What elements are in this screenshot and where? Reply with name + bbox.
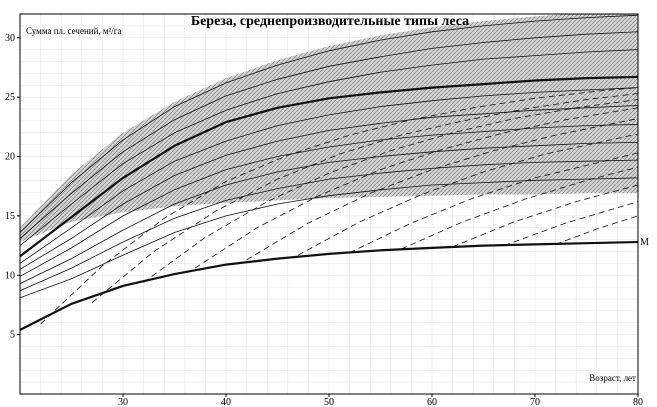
series-label-m: M bbox=[640, 237, 649, 248]
series-line-dashed-15 bbox=[246, 118, 638, 261]
series-line-thin-3 bbox=[20, 31, 638, 239]
x-tick-label: 30 bbox=[118, 397, 128, 407]
chart-title: Береза, среднепроизводительные типы леса bbox=[191, 14, 469, 29]
series-line-dashed-12 bbox=[91, 93, 638, 303]
y-tick-label: 5 bbox=[10, 330, 15, 341]
series-lines bbox=[20, 14, 638, 331]
shaded-band bbox=[20, 14, 638, 242]
series-line-dashed-20 bbox=[503, 201, 638, 246]
series-line-thin-5 bbox=[20, 87, 638, 264]
x-axis-label: Возраст, лет bbox=[589, 373, 636, 383]
x-tick-label: 70 bbox=[530, 397, 540, 407]
series-line-m bbox=[20, 240, 638, 331]
series-line-dashed-17 bbox=[349, 152, 638, 254]
y-tick-label: 30 bbox=[5, 33, 15, 44]
y-tick-label: 10 bbox=[5, 270, 15, 281]
series-line-dashed-13 bbox=[143, 99, 638, 283]
x-tick-label: 40 bbox=[221, 397, 231, 407]
series-line-thin-8 bbox=[20, 141, 638, 284]
series-line-thin-10 bbox=[20, 177, 638, 299]
shaded-band-area bbox=[20, 14, 638, 242]
y-tick-label: 20 bbox=[5, 152, 15, 163]
series-line-dashed-18 bbox=[400, 166, 638, 250]
series-line-bold-1 bbox=[20, 75, 638, 258]
series-line-dashed-19 bbox=[452, 184, 638, 248]
y-tick-label: 25 bbox=[5, 92, 15, 103]
series-line-dashed-21 bbox=[555, 215, 638, 245]
series-line-thin-2 bbox=[20, 14, 638, 233]
tick-labels: 30 40 50 60 70 80 5 10 15 20 25 30 bbox=[5, 33, 643, 407]
series-line-thin-4 bbox=[20, 49, 638, 246]
series-line-thin-9 bbox=[20, 159, 638, 292]
x-tick-label: 60 bbox=[427, 397, 437, 407]
series-line-thin-6 bbox=[20, 105, 638, 270]
x-tick-label: 80 bbox=[633, 397, 643, 407]
x-tick-label: 50 bbox=[324, 397, 334, 407]
series-line-thin-7 bbox=[20, 124, 638, 277]
series-line-dashed-16 bbox=[297, 133, 638, 256]
y-axis-label: Сумма пл. сечений, м²/га bbox=[26, 26, 121, 36]
series-line-dashed-14 bbox=[194, 107, 638, 269]
y-tick-label: 15 bbox=[5, 211, 15, 222]
